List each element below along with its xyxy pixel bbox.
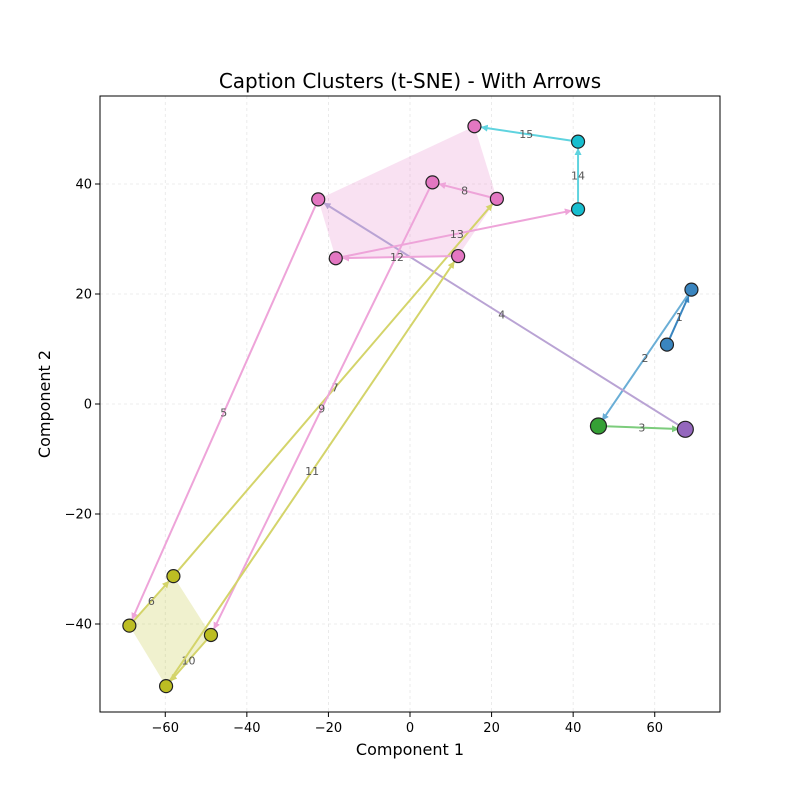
arrow-label: 14	[571, 169, 585, 182]
data-point	[158, 679, 174, 694]
arrow-label: 2	[641, 352, 648, 365]
x-tick-label: −60	[152, 721, 179, 736]
data-point	[489, 191, 504, 206]
arrow-line	[213, 188, 431, 630]
data-point	[467, 119, 482, 134]
x-tick-label: 40	[565, 721, 582, 736]
data-point	[203, 627, 219, 643]
data-point	[570, 202, 586, 217]
data-point	[570, 134, 586, 149]
x-tick-label: 20	[483, 721, 500, 736]
arrow-line	[177, 203, 494, 572]
data-point	[451, 248, 466, 264]
arrow-label: 15	[519, 128, 533, 141]
data-point	[122, 618, 137, 633]
data-point	[684, 282, 699, 297]
y-tick-label: 0	[84, 398, 92, 413]
ticks: −60 −40 −20 0 20 40 60 −40 −20 0 20 40	[65, 178, 663, 737]
points	[122, 119, 699, 694]
arrow-line	[438, 182, 491, 199]
arrow-label: 4	[498, 308, 505, 321]
arrow-label: 3	[638, 422, 645, 435]
x-tick-label: 0	[406, 721, 414, 736]
data-point	[659, 337, 675, 352]
arrow-line	[323, 202, 680, 427]
x-tick-label: −40	[233, 721, 260, 736]
data-point	[676, 420, 694, 438]
arrow-label: 6	[148, 595, 155, 608]
arrow-line	[131, 205, 317, 620]
chart-title: Caption Clusters (t-SNE) - With Arrows	[219, 69, 601, 93]
data-point	[166, 569, 181, 584]
x-tick-label: 60	[646, 721, 663, 736]
arrow-line	[668, 295, 690, 339]
cluster-hull	[318, 126, 497, 259]
arrow-label: 12	[390, 251, 404, 264]
grid	[100, 96, 720, 712]
y-axis-label: Component 2	[35, 350, 54, 458]
arrow-line	[601, 294, 689, 421]
y-tick-label: 20	[75, 288, 92, 303]
arrow-label: 9	[318, 403, 325, 416]
x-axis-label: Component 1	[356, 740, 464, 759]
x-tick-label: −20	[315, 721, 342, 736]
arrow-label: 13	[450, 228, 464, 241]
arrow-label: 11	[305, 465, 319, 478]
y-tick-label: −40	[65, 618, 92, 633]
arrow-line	[480, 124, 572, 142]
arrow-label: 7	[332, 382, 339, 395]
arrow-line	[605, 425, 680, 433]
arrow-label: 8	[461, 185, 468, 198]
arrow-line	[169, 261, 456, 681]
arrow-label: 5	[220, 407, 227, 420]
cluster-hull	[129, 576, 211, 687]
data-point	[425, 175, 440, 190]
arrow-line	[342, 254, 452, 262]
arrow-label: 1	[676, 311, 683, 324]
arrow-line	[133, 580, 170, 622]
data-point	[328, 251, 343, 266]
arrow-line	[342, 208, 572, 258]
arrow-line	[169, 639, 208, 682]
y-tick-label: 40	[75, 178, 92, 193]
data-point	[589, 417, 608, 435]
data-point	[311, 192, 326, 207]
y-tick-label: −20	[65, 508, 92, 523]
